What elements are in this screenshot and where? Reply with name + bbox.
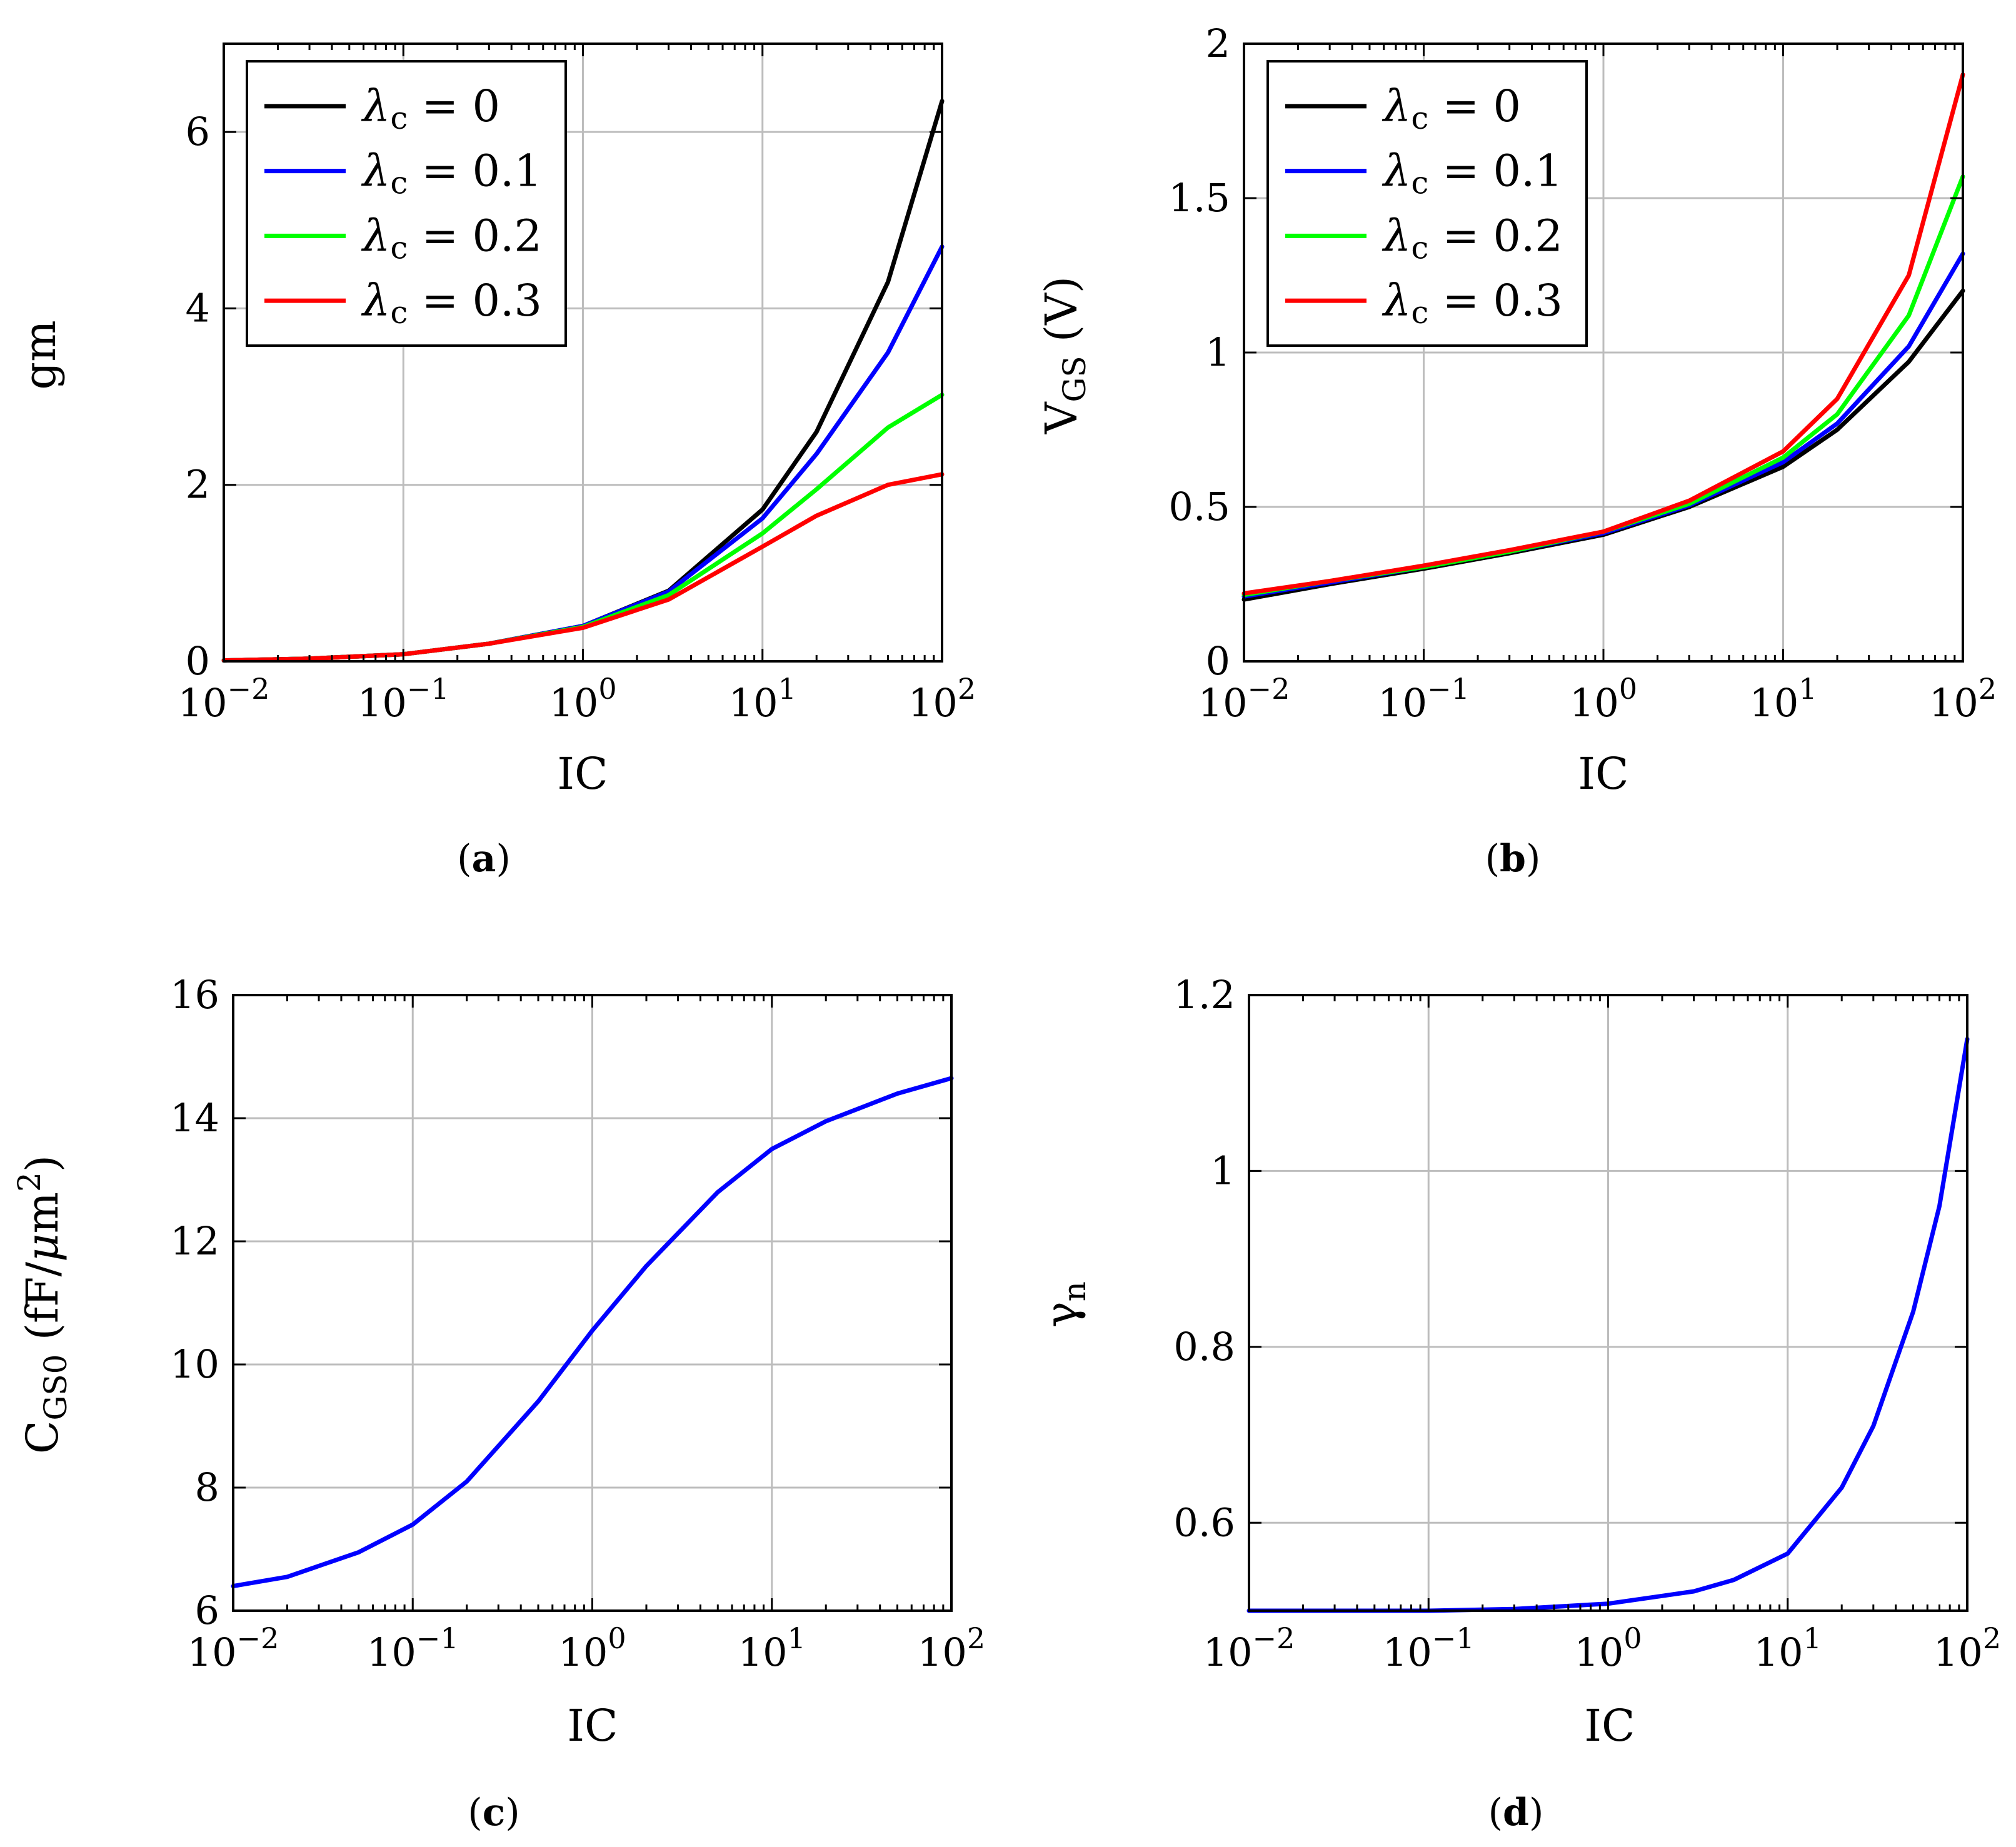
x-tick-label: 10−1 [1383, 1621, 1475, 1675]
x-tick-label: 102 [908, 672, 976, 726]
legend-entry: λc = 0.1 [1382, 146, 1563, 201]
legend-a: λc = 0 λc = 0.1 λc = 0.2 λc = 0.3 [246, 60, 567, 347]
legend-entry: λc = 0 [1382, 81, 1521, 136]
grid-c [232, 994, 953, 1612]
x-tick-label: 100 [549, 672, 616, 726]
x-tick-label: 10−1 [358, 672, 449, 726]
series-group-a [221, 99, 945, 663]
ytick-labels-a: 0 2 4 6 [186, 109, 210, 684]
y-tick-label: 8 [195, 1464, 219, 1510]
grid-d [1248, 994, 1968, 1611]
x-tick-label: 100 [1574, 1621, 1642, 1675]
y-tick-label: 2 [186, 462, 210, 508]
series-line-4 [221, 472, 945, 663]
x-axis-label-d: IC [1584, 1700, 1635, 1751]
ticks-a [223, 44, 943, 663]
series-line-4 [1241, 72, 1965, 596]
y-tick-label: 1 [1206, 329, 1230, 375]
ytick-labels-b: 0 0.5 1 1.5 2 [1168, 21, 1230, 684]
xtick-labels-b: 10−2 10−1 100 101 102 [1198, 672, 1997, 726]
x-axis-label-b: IC [1578, 748, 1628, 799]
x-tick-label: 102 [1933, 1621, 2001, 1675]
legend-entry: λc = 0.1 [361, 146, 542, 201]
x-axis-label-a: IC [557, 748, 608, 799]
series-group-b [1241, 72, 1965, 602]
y-tick-label: 6 [195, 1588, 219, 1633]
x-tick-label: 102 [918, 1621, 985, 1675]
x-tick-label: 100 [1570, 672, 1637, 726]
y-tick-label: 0.5 [1168, 484, 1230, 529]
legend-b: λc = 0 λc = 0.1 λc = 0.2 λc = 0.3 [1266, 60, 1588, 347]
x-tick-label: 10−2 [1203, 1621, 1295, 1675]
legend-entry: λc = 0.3 [361, 275, 542, 331]
x-tick-label: 10−2 [178, 672, 270, 726]
xtick-labels-a: 10−2 10−1 100 101 102 [178, 672, 976, 726]
y-tick-label: 1.2 [1173, 972, 1235, 1018]
xtick-labels-c: 10−2 10−1 100 101 102 [188, 1621, 985, 1675]
legend-entry: λc = 0 [361, 81, 500, 136]
legend-entry: λc = 0.2 [361, 210, 542, 266]
series-line-1 [231, 1076, 954, 1589]
ytick-labels-c: 6 8 10 12 14 16 [170, 972, 219, 1633]
x-tick-label: 10−1 [367, 1621, 459, 1675]
panel-caption-c: (c) [468, 1791, 519, 1834]
y-tick-label: 0.6 [1173, 1499, 1235, 1545]
panel-b: 10−2 10−1 100 101 102 0 0.5 1 1.5 2 IC VGS (V) λ… [1036, 21, 1997, 881]
ticks-c [232, 994, 953, 1612]
xtick-labels-d: 10−2 10−1 100 101 102 [1203, 1621, 2001, 1675]
y-tick-label: 0.8 [1173, 1324, 1235, 1369]
legend-box [246, 60, 567, 347]
y-tick-label: 12 [170, 1218, 219, 1264]
legend-box [1266, 60, 1588, 347]
y-tick-label: 10 [170, 1341, 219, 1387]
y-tick-label: 14 [170, 1095, 219, 1141]
y-tick-label: 6 [186, 109, 210, 154]
x-tick-label: 100 [558, 1621, 626, 1675]
series-group-d [1246, 1036, 1970, 1613]
series-line-1 [1246, 1036, 1970, 1613]
y-tick-label: 4 [186, 285, 210, 331]
x-tick-label: 101 [1749, 672, 1817, 726]
panel-d: 10−2 10−1 100 101 102 0.6 0.8 1 1.2 IC γn (d) [1036, 972, 2001, 1834]
x-tick-label: 101 [1754, 1621, 1822, 1675]
y-axis-label-a: gm [14, 320, 66, 389]
x-axis-label-c: IC [567, 1700, 618, 1751]
ytick-labels-d: 0.6 0.8 1 1.2 [1173, 972, 1235, 1545]
x-tick-label: 101 [738, 1621, 806, 1675]
y-tick-label: 0 [1206, 638, 1230, 684]
y-tick-label: 16 [170, 972, 219, 1018]
x-tick-label: 10−2 [1198, 672, 1290, 726]
ticks-b [1243, 43, 1964, 663]
y-tick-label: 1 [1211, 1148, 1235, 1193]
y-tick-label: 0 [186, 638, 210, 684]
y-axis-label-c: CGS0 (fF/μm2) [11, 1155, 74, 1454]
x-tick-label: 102 [1929, 672, 1997, 726]
x-tick-label: 10−2 [188, 1621, 279, 1675]
panel-caption-b: (b) [1485, 837, 1541, 881]
legend-entry: λc = 0.2 [1382, 210, 1563, 266]
series-group-c [231, 1076, 954, 1589]
y-axis-label-d: γn [1036, 1281, 1093, 1328]
y-tick-label: 2 [1206, 21, 1230, 66]
legend-entry: λc = 0.3 [1382, 275, 1563, 331]
x-tick-label: 10−1 [1378, 672, 1470, 726]
y-axis-label-b: VGS (V) [1036, 276, 1093, 434]
ticks-d [1248, 994, 1968, 1611]
x-tick-label: 101 [729, 672, 796, 726]
y-tick-label: 1.5 [1168, 175, 1230, 221]
panel-caption-a: (a) [457, 837, 511, 881]
panel-c: 10−2 10−1 100 101 102 6 8 10 12 14 16 IC CGS0 (fF… [11, 972, 985, 1834]
panel-caption-d: (d) [1488, 1791, 1544, 1834]
